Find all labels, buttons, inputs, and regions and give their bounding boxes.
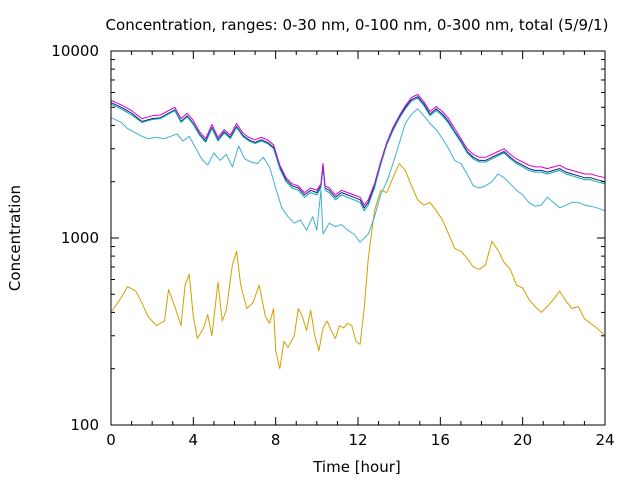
- y-tick-label: 10000: [51, 42, 99, 60]
- x-tick-label: 8: [271, 431, 281, 449]
- x-tick-label: 24: [595, 431, 614, 449]
- axis-ticks: 0 4 8 12 16 20 24 100 1000 10000: [51, 42, 614, 449]
- y-tick-label: 100: [70, 416, 99, 434]
- x-tick-label: 4: [189, 431, 199, 449]
- x-tick-label: 20: [513, 431, 532, 449]
- x-tick-label: 12: [348, 431, 367, 449]
- series-line-4: [110, 97, 606, 212]
- x-tick-label: 0: [106, 431, 116, 449]
- series-line-2: [110, 108, 606, 243]
- chart-title: Concentration, ranges: 0-30 nm, 0-100 nm…: [106, 16, 609, 34]
- x-axis-label: Time [hour]: [312, 458, 401, 476]
- plot-area-frame: [110, 50, 606, 426]
- x-tick-label: 16: [431, 431, 450, 449]
- y-tick-label: 1000: [61, 229, 99, 247]
- series-line-1: [110, 163, 606, 370]
- y-axis-label: Concentration: [6, 185, 24, 291]
- series-line-3: [110, 96, 606, 209]
- series-line-5: [110, 94, 606, 206]
- series-lines: [110, 94, 606, 370]
